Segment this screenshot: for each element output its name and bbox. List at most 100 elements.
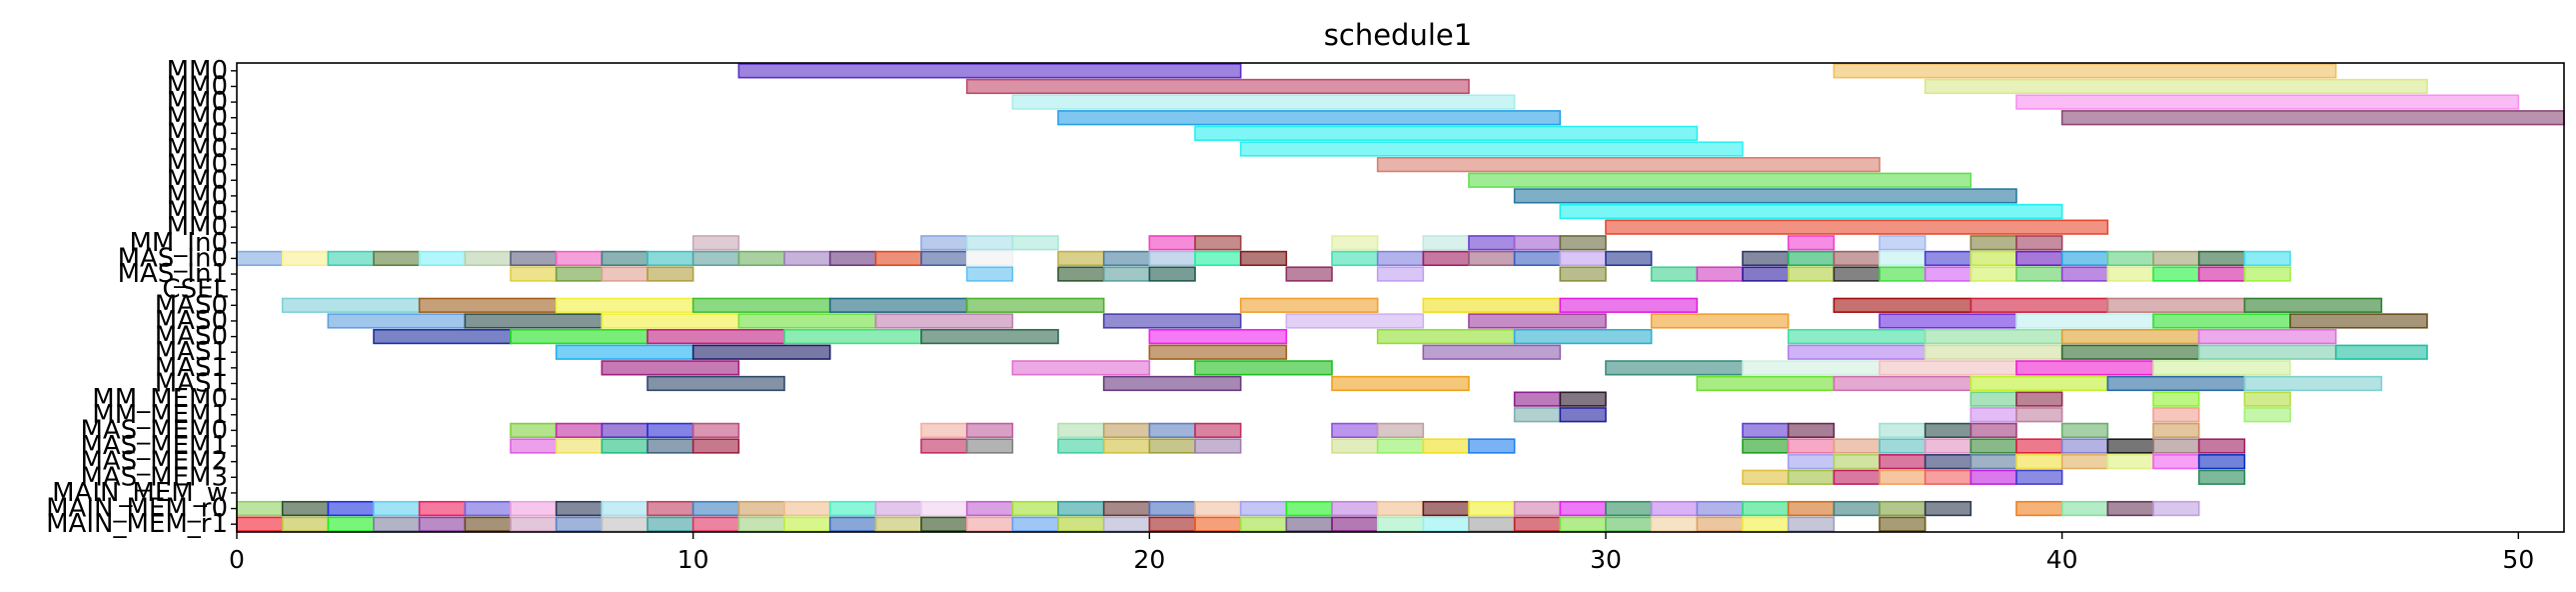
- task-bar: [281, 500, 330, 517]
- task-bar: [2015, 250, 2063, 267]
- task-bar: [2106, 500, 2154, 517]
- task-bar: [2197, 328, 2337, 345]
- task-bar: [1376, 250, 1425, 267]
- task-bar: [601, 516, 648, 532]
- task-bar: [737, 250, 785, 267]
- task-bar: [2015, 235, 2063, 251]
- task-bar: [418, 500, 467, 517]
- task-bar: [965, 266, 1014, 282]
- task-bar: [1787, 344, 1927, 360]
- task-bar: [1057, 438, 1105, 454]
- task-bar: [920, 235, 968, 251]
- y-tick-label: MAIN_MEM_r0: [46, 494, 228, 524]
- task-bar: [828, 500, 877, 517]
- task-bar: [691, 235, 740, 251]
- task-bar: [737, 313, 877, 329]
- task-bar: [828, 297, 968, 313]
- task-bar: [555, 250, 604, 267]
- task-bar: [1833, 63, 2337, 79]
- task-bar: [1742, 500, 1790, 517]
- task-bar: [2152, 422, 2200, 439]
- task-bar: [1787, 250, 1836, 267]
- task-bar: [1833, 500, 1881, 517]
- task-bar: [920, 250, 968, 267]
- task-bar: [555, 422, 604, 439]
- task-bar: [691, 422, 740, 439]
- task-bar: [1194, 422, 1242, 439]
- task-bar: [965, 438, 1014, 454]
- task-bar: [1833, 266, 1881, 282]
- task-bar: [1148, 235, 1196, 251]
- task-bar: [236, 516, 284, 532]
- task-bar: [1833, 438, 1881, 454]
- task-bar: [783, 328, 922, 345]
- task-bar: [691, 516, 740, 532]
- task-bar: [1742, 422, 1790, 439]
- task-bar: [1513, 516, 1562, 532]
- task-bar: [2243, 250, 2291, 267]
- task-bar: [1787, 438, 1836, 454]
- y-tick-label: MM0: [167, 56, 228, 86]
- task-bar: [2060, 500, 2109, 517]
- task-bar: [555, 266, 604, 282]
- task-bar: [2015, 94, 2520, 110]
- task-bar: [965, 235, 1014, 251]
- task-bar: [1468, 500, 1516, 517]
- task-bar: [464, 516, 512, 532]
- task-bar: [1559, 235, 1607, 251]
- task-bar: [1148, 250, 1196, 267]
- task-bar: [2152, 438, 2200, 454]
- task-bar: [2106, 375, 2246, 392]
- task-bar: [1559, 250, 1607, 267]
- task-bar: [601, 250, 648, 267]
- task-bar: [1285, 516, 1333, 532]
- y-tick-label: MM0: [167, 134, 228, 164]
- task-bar: [373, 500, 421, 517]
- task-bar: [1742, 516, 1790, 532]
- task-bar: [2015, 313, 2154, 329]
- task-bar: [373, 250, 421, 267]
- task-bar: [2106, 250, 2154, 267]
- task-bar: [555, 344, 694, 360]
- task-bar: [1148, 422, 1196, 439]
- task-bar: [1285, 266, 1333, 282]
- y-tick-label: MM0: [167, 181, 228, 211]
- task-bar: [1513, 500, 1562, 517]
- task-bar: [646, 516, 694, 532]
- task-bar: [1879, 516, 1927, 532]
- plot-frame: [236, 62, 2565, 533]
- task-bar: [1833, 469, 1881, 485]
- chart-title: schedule1: [1324, 18, 1472, 52]
- task-bar: [1285, 313, 1425, 329]
- task-bar: [1513, 235, 1562, 251]
- task-bar: [281, 250, 330, 267]
- task-bar: [373, 516, 421, 532]
- task-bar: [1742, 438, 1790, 454]
- task-bar: [2060, 328, 2200, 345]
- task-bar: [1924, 422, 1972, 439]
- task-bar: [1331, 375, 1470, 392]
- task-bar: [1924, 438, 1972, 454]
- task-bar: [1969, 375, 2109, 392]
- task-bar: [2015, 266, 2063, 282]
- task-bar: [920, 500, 968, 517]
- task-bar: [1559, 407, 1607, 423]
- task-bar: [418, 516, 467, 532]
- task-bar: [1559, 203, 2063, 220]
- y-tick-label: MAS_MEM0: [80, 415, 228, 445]
- task-bar: [2152, 360, 2291, 376]
- task-bar: [1057, 266, 1105, 282]
- task-bar: [2015, 407, 2063, 423]
- task-bar: [1879, 422, 1927, 439]
- x-tick-label: 20: [1133, 545, 1165, 574]
- task-bar: [1102, 250, 1151, 267]
- task-bar: [1011, 516, 1059, 532]
- task-bar: [2015, 360, 2154, 376]
- task-bar: [2106, 297, 2246, 313]
- task-bar: [1057, 422, 1105, 439]
- task-bar: [646, 500, 694, 517]
- task-bar: [2243, 375, 2383, 392]
- task-bar: [2060, 250, 2109, 267]
- task-bar: [281, 297, 421, 313]
